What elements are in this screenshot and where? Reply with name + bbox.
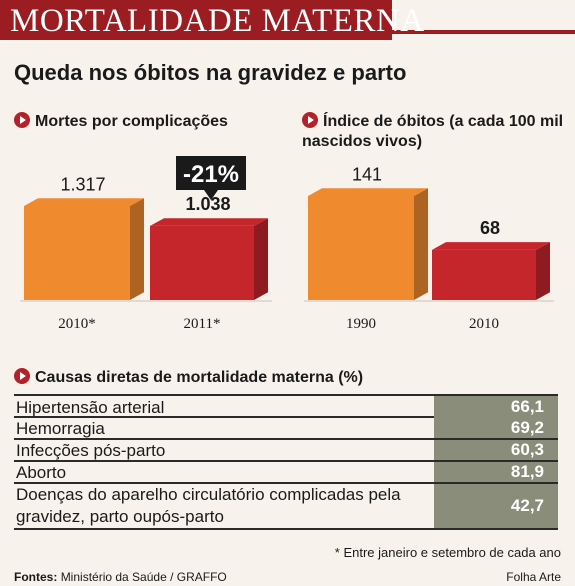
chart1-title: Mortes por complicações [14, 112, 274, 132]
footnote: * Entre janeiro e setembro de cada ano [334, 545, 561, 560]
bar [308, 196, 414, 300]
bar-top [308, 188, 428, 196]
source: Fontes: Ministério da Saúde / GRAFFO [14, 570, 227, 584]
cause-label: Hipertensão arterial [16, 398, 165, 417]
data-label: 141 [352, 164, 382, 184]
source-label: Fontes: [14, 570, 58, 584]
table-row: Doenças do aparelho circulatório complic… [14, 484, 558, 530]
banner-background [0, 0, 392, 40]
data-label: 68 [480, 218, 500, 238]
callout-box [176, 156, 246, 200]
cause-label: Hemorragia [16, 419, 105, 438]
causes-title-text: Causas diretas de mortalidade materna (%… [35, 369, 364, 386]
bar [24, 206, 130, 300]
cause-label: Aborto [16, 463, 67, 482]
bar-side [254, 218, 268, 300]
table-row: Hipertensão arterial 66,1 [14, 394, 558, 418]
play-arrow-icon [14, 112, 30, 128]
cause-value: 60,3 [434, 440, 558, 460]
bar-side [536, 242, 550, 300]
cause-value: 66,1 [434, 396, 558, 418]
cause-value: 42,7 [434, 484, 558, 528]
cause-value: 81,9 [434, 462, 558, 482]
source-text: Ministério da Saúde / GRAFFO [60, 570, 227, 584]
headline: Queda nos óbitos na gravidez e parto [14, 60, 407, 85]
play-arrow-icon [302, 112, 318, 128]
table-row: Hemorragia 69,2 [14, 418, 558, 440]
title-banner: MORTALIDADE MATERNA [0, 0, 575, 40]
credit: Folha Arte [506, 570, 561, 584]
category-label: 1990 [346, 316, 376, 332]
cause-value: 69,2 [434, 418, 558, 438]
chart2-title-text: Índice de óbitos (a cada 100 mil nascido… [302, 113, 564, 150]
bar [150, 225, 254, 300]
cause-label: Doenças do aparelho circulatório complic… [16, 485, 401, 526]
callout-label: -21% [183, 161, 239, 188]
category-label: 2011* [184, 316, 221, 332]
chart-mortes: 1.317 2010* 1.038 2011* -21% [20, 156, 272, 332]
bar-top [432, 242, 550, 250]
table-row: Infecções pós-parto 60,3 [14, 440, 558, 462]
bar-side [414, 188, 428, 300]
bar-side [130, 198, 144, 300]
chart2-title: Índice de óbitos (a cada 100 mil nascido… [302, 112, 564, 152]
chart1-title-text: Mortes por complicações [35, 113, 228, 130]
bar [432, 249, 536, 300]
causes-title: Causas diretas de mortalidade materna (%… [14, 368, 554, 388]
bar-top [150, 218, 268, 226]
category-label: 2010 [469, 316, 499, 332]
data-label: 1.038 [185, 194, 230, 214]
category-label: 2010* [58, 316, 96, 332]
table-row: Aborto 81,9 [14, 462, 558, 484]
bar-top [24, 198, 144, 206]
causes-table: Hipertensão arterial 66,1 Hemorragia 69,2 In… [14, 394, 558, 530]
data-label: 1.317 [60, 174, 105, 194]
play-arrow-icon [14, 368, 30, 384]
banner-rule [392, 30, 575, 34]
chart-indice: 141 1990 68 2010 [304, 164, 554, 332]
banner-title: MORTALIDADE MATERNA [10, 3, 425, 39]
cause-label: Infecções pós-parto [16, 441, 166, 460]
